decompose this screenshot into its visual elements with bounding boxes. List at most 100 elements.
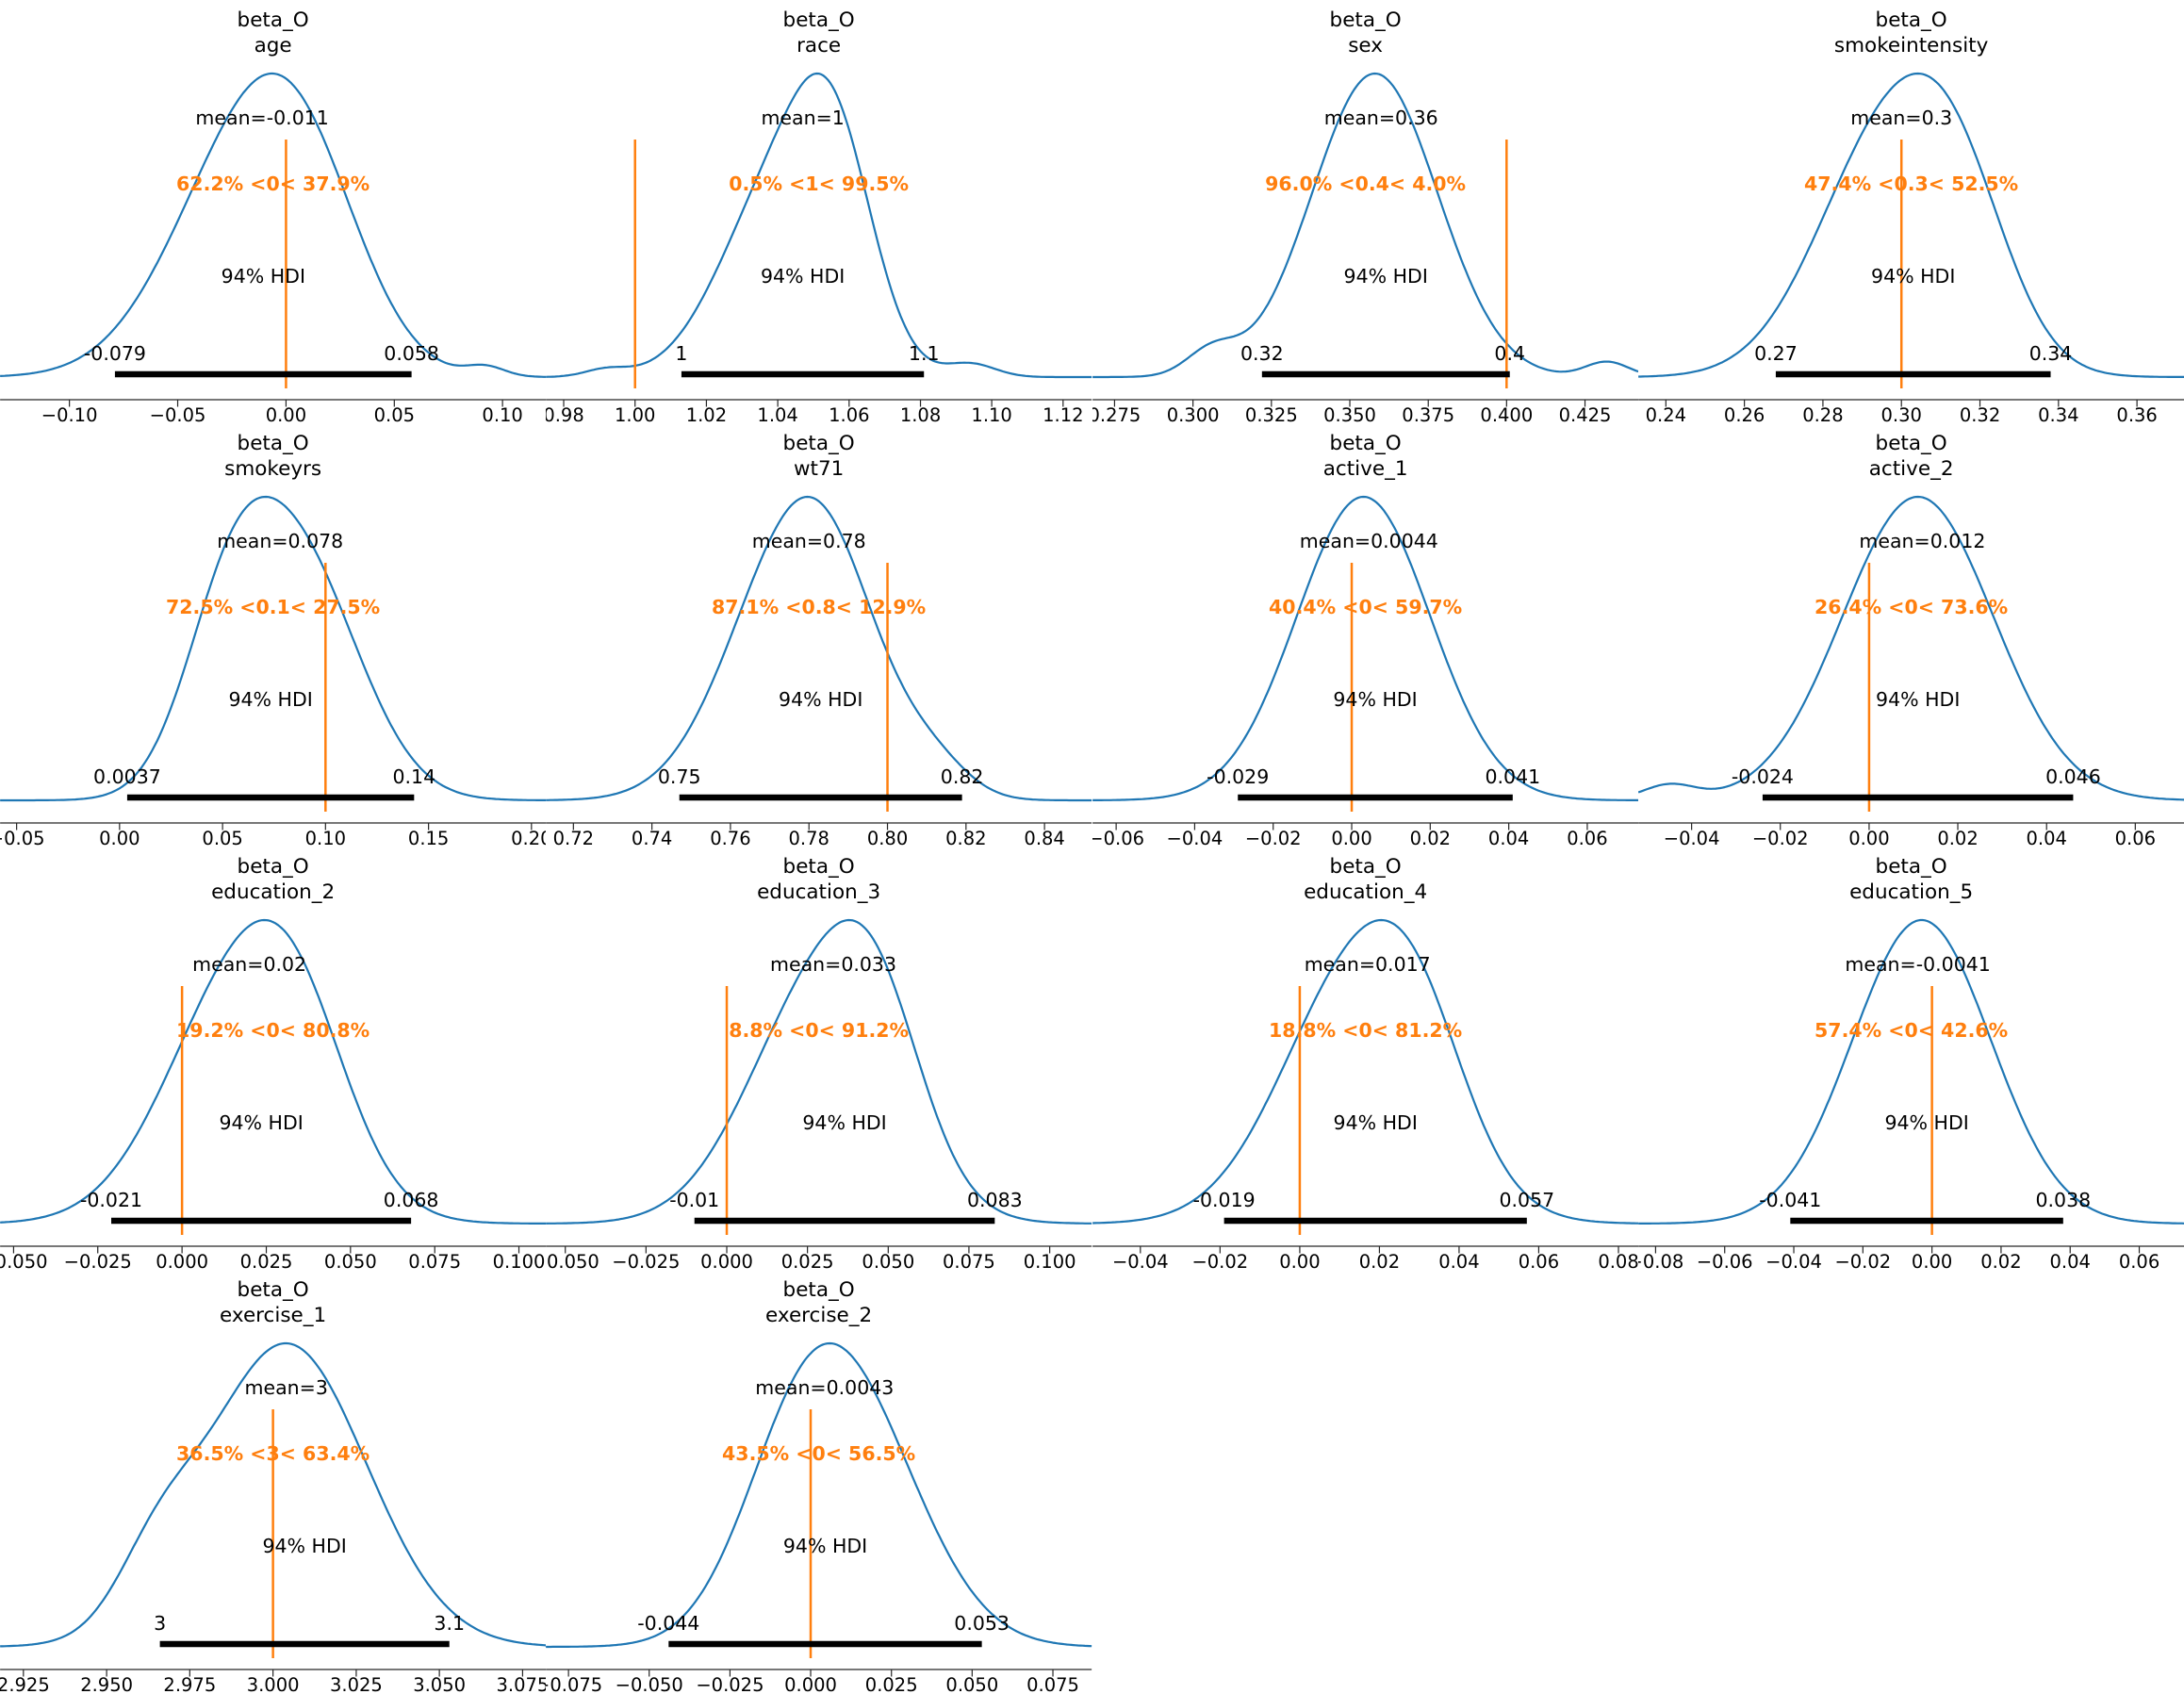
ref-prob-label: 26.4% <0< 73.6% [1815, 596, 2008, 618]
x-axis-tick-label: 0.15 [408, 828, 449, 847]
x-axis-tick-label: −0.02 [1834, 1251, 1891, 1270]
mean-label: mean=0.0044 [1299, 530, 1437, 552]
x-axis-tick-label: 1.10 [972, 404, 1012, 423]
panel-title: beta_O [1329, 8, 1401, 32]
empty-cell [1637, 1270, 2184, 1693]
posterior-panel-beta-o-age: −0.10 −0.05 0.00 0.05 0.10 beta_O age mean=-0.0… [0, 0, 547, 423]
x-axis-tick-label: 0.00 [1848, 828, 1889, 847]
panel-title: beta_O [238, 8, 309, 32]
x-axis-tick-label: 0.06 [2119, 1251, 2159, 1270]
x-axis-tick-label: 0.80 [867, 828, 908, 847]
x-axis-tick-label: 0.10 [305, 828, 346, 847]
ref-prob-label: 8.8% <0< 91.2% [729, 1019, 909, 1042]
ref-prob-label: 19.2% <0< 80.8% [176, 1019, 369, 1042]
hdi-label: 94% HDI [262, 1535, 346, 1557]
posterior-plot: −0.075 −0.050 −0.025 0.000 0.025 0.050 0.075 be… [546, 1278, 1092, 1693]
x-axis-tick-label: 0.04 [2026, 828, 2066, 847]
x-axis-tick-label: 0.375 [1402, 404, 1454, 423]
ref-prob-label: 47.4% <0.3< 52.5% [1804, 173, 2018, 195]
panel-title: beta_O [1875, 855, 1946, 879]
x-axis-tick-label: 0.06 [1567, 828, 1607, 847]
panel-subtitle: active_1 [1322, 457, 1407, 481]
x-axis-tick-label: −0.02 [1752, 828, 1809, 847]
posterior-plot: 2.925 2.950 2.975 3.000 3.025 3.050 3.075 beta_… [0, 1278, 547, 1693]
x-axis-tick-label: 2.975 [163, 1674, 216, 1693]
posterior-plot: −0.04 −0.02 0.00 0.02 0.04 0.06 0.08 beta_Oeduc… [1092, 855, 1638, 1270]
posterior-plot: −0.08 −0.06 −0.04 −0.02 0.00 0.02 0.04 0.06 beta… [1637, 855, 2184, 1270]
x-axis-tick-label: −0.025 [697, 1674, 764, 1693]
x-axis-tick-label: −0.04 [1166, 828, 1223, 847]
x-axis-tick-label: −0.06 [1092, 828, 1144, 847]
hdi-upper-bound-label: 0.4 [1494, 342, 1525, 365]
panel-title: beta_O [1875, 8, 1946, 32]
x-axis-tick-label: 0.02 [1358, 1251, 1399, 1270]
x-axis-tick-label: −0.04 [1111, 1251, 1168, 1270]
x-axis-tick-label: 3.075 [497, 1674, 547, 1693]
posterior-panel-beta-o-education-3: −0.050 −0.025 0.000 0.025 0.050 0.075 0.100 bet… [546, 847, 1092, 1270]
posterior-plot: 0.24 0.26 0.28 0.30 0.32 0.34 0.36 beta_Osmokei… [1637, 8, 2184, 423]
ref-prob-label: 96.0% <0.4< 4.0% [1265, 173, 1466, 195]
hdi-lower-bound-label: 1 [676, 342, 688, 365]
panel-subtitle: education_2 [211, 880, 335, 904]
hdi-label: 94% HDI [228, 688, 312, 711]
kde-curve [0, 918, 547, 1225]
hdi-upper-bound-label: 0.053 [955, 1612, 1010, 1635]
x-axis-tick-label: 0.06 [1518, 1251, 1558, 1270]
x-axis-tick-label: 0.20 [511, 828, 546, 847]
x-axis-tick-label: −0.075 [546, 1674, 602, 1693]
kde-curve [1092, 72, 1638, 379]
posterior-plot: 0.275 0.300 0.325 0.350 0.375 0.400 0.425 beta_… [1092, 8, 1638, 423]
x-axis-tick-label: 0.26 [1724, 404, 1765, 423]
x-axis-tick-label: 0.100 [493, 1251, 546, 1270]
x-axis-tick-label: 0.05 [202, 828, 242, 847]
x-axis-tick-label: 0.000 [700, 1251, 753, 1270]
panel-subtitle: exercise_2 [765, 1304, 872, 1327]
x-axis-tick-label: 2.925 [0, 1674, 50, 1693]
x-axis-tick-label: 1.02 [686, 404, 727, 423]
hdi-label: 94% HDI [1871, 265, 1955, 288]
ref-prob-label: 62.2% <0< 37.9% [176, 173, 369, 195]
x-axis-tick-label: 0.05 [374, 404, 415, 423]
hdi-upper-bound-label: 0.068 [384, 1189, 439, 1211]
hdi-lower-bound-label: 0.0037 [93, 765, 161, 788]
posterior-panel-beta-o-smokeintensity: 0.24 0.26 0.28 0.30 0.32 0.34 0.36 beta_O smokei… [1637, 0, 2184, 423]
hdi-label: 94% HDI [1884, 1111, 1968, 1134]
ref-prob-label: 87.1% <0.8< 12.9% [712, 596, 926, 618]
x-axis-tick-label: 0.050 [324, 1251, 377, 1270]
x-axis-tick-label: −0.050 [546, 1251, 599, 1270]
x-axis-tick-label: 0.300 [1166, 404, 1219, 423]
x-axis-tick-label: 0.06 [2114, 828, 2155, 847]
panel-subtitle: active_2 [1868, 457, 1953, 481]
panel-title: beta_O [1875, 432, 1946, 455]
x-axis-tick-label: 0.72 [553, 828, 594, 847]
x-axis-tick-label: 3.025 [330, 1674, 383, 1693]
x-axis-tick-label: 0.050 [862, 1251, 915, 1270]
x-axis-tick-label: 0.02 [1980, 1251, 2021, 1270]
x-axis-tick-label: −0.02 [1244, 828, 1301, 847]
hdi-label: 94% HDI [1876, 688, 1960, 711]
mean-label: mean=0.0043 [756, 1376, 895, 1399]
ref-prob-label: 57.4% <0< 42.6% [1815, 1019, 2008, 1042]
kde-curve [0, 1341, 547, 1648]
x-axis-tick-label: 0.32 [1960, 404, 2000, 423]
x-axis-tick-label: 3.000 [247, 1674, 300, 1693]
posterior-plot: −0.050 −0.025 0.000 0.025 0.050 0.075 0.100 bet… [0, 855, 547, 1270]
posterior-panel-beta-o-sex: 0.275 0.300 0.325 0.350 0.375 0.400 0.425 beta_… [1092, 0, 1638, 423]
x-axis-tick-label: 0.98 [546, 404, 584, 423]
mean-label: mean=0.033 [770, 953, 896, 976]
x-axis-tick-label: 0.02 [1937, 828, 1978, 847]
x-axis-tick-label: 0.04 [1438, 1251, 1479, 1270]
hdi-upper-bound-label: 0.038 [2035, 1189, 2091, 1211]
ref-prob-label: 72.5% <0.1< 27.5% [166, 596, 380, 618]
x-axis-tick-label: 0.025 [865, 1674, 918, 1693]
hdi-lower-bound-label: -0.019 [1192, 1189, 1255, 1211]
kde-curve [1637, 918, 2184, 1225]
hdi-label: 94% HDI [1333, 688, 1417, 711]
hdi-upper-bound-label: 3.1 [434, 1612, 465, 1635]
mean-label: mean=3 [245, 1376, 328, 1399]
x-axis-tick-label: 1.12 [1043, 404, 1083, 423]
panel-subtitle: education_4 [1304, 880, 1427, 904]
hdi-lower-bound-label: 0.27 [1754, 342, 1798, 365]
panel-subtitle: smokeyrs [224, 457, 321, 481]
